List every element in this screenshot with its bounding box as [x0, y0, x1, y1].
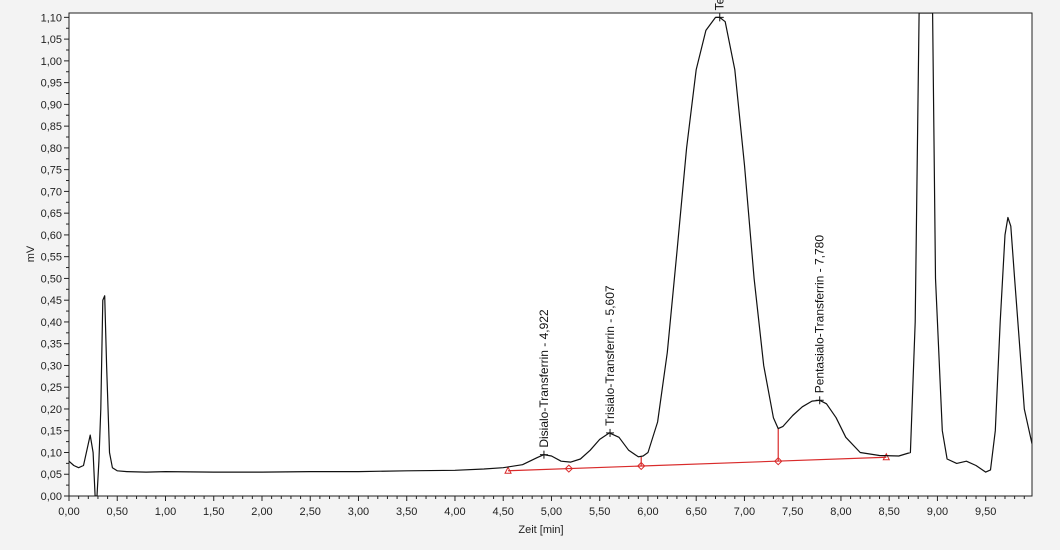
x-tick-label: 0,50: [107, 506, 128, 518]
y-tick-label: 1,05: [41, 34, 62, 46]
peak-label: Trisialo-Transferrin - 5,607: [603, 285, 617, 426]
x-axis-title: Zeit [min]: [518, 524, 563, 536]
y-tick-label: 1,00: [41, 56, 62, 68]
peak-label: Disialo-Transferrin - 4,922: [537, 309, 551, 448]
y-tick-label: 0,75: [41, 165, 62, 177]
x-tick-label: 7,50: [782, 506, 803, 518]
plot-area: [68, 12, 1033, 497]
y-tick-label: 0,95: [41, 78, 62, 90]
x-tick-label: 1,50: [203, 506, 224, 518]
baseline-marker-diamond: [774, 456, 783, 466]
x-tick-label: 9,00: [927, 506, 948, 518]
y-tick-label: 1,10: [41, 12, 62, 24]
x-tick-label: 3,00: [348, 506, 369, 518]
x-tick-label: 8,00: [830, 506, 851, 518]
plot-content: Disialo-Transferrin - 4,922 Trisialo-Tran…: [69, 0, 1032, 496]
baseline-marker-triangle: [504, 466, 512, 474]
plot-clip-group: [69, 13, 1032, 496]
y-tick-label: 0,55: [41, 252, 62, 264]
signal-trace: [69, 13, 1032, 496]
x-tick-label: 7,00: [734, 506, 755, 518]
y-tick-label: 0,40: [41, 317, 62, 329]
y-tick-label: 0,45: [41, 295, 62, 307]
baseline-marker-diamond: [636, 461, 646, 471]
y-tick-label: 0,70: [41, 186, 62, 198]
y-tick-label: 0,25: [41, 382, 62, 394]
y-tick-label: 0,10: [41, 447, 62, 459]
x-tick-label: 2,50: [300, 506, 321, 518]
integration-baseline: [508, 456, 887, 472]
y-tick-label: 0,90: [41, 99, 62, 111]
y-tick-label: 0,05: [41, 469, 62, 481]
x-tick-label: 2,00: [251, 506, 272, 518]
x-tick-label: 1,00: [155, 506, 176, 518]
x-axis: 0,00 0,50 1,00 1,50 2,00 2,50 3,00 3,50 4,00 4,50…: [58, 496, 1025, 518]
baseline-marker-triangle: [882, 452, 891, 461]
x-tick-label: 5,50: [589, 506, 610, 518]
y-axis: 0,00 0,05 0,10 0,15 0,20 0,25 0,30 0,35 0,40 0,45…: [41, 12, 69, 503]
y-tick-label: 0,00: [41, 491, 62, 503]
baseline-marker-diamond: [564, 464, 574, 473]
x-tick-label: 6,00: [637, 506, 658, 518]
y-tick-label: 0,65: [41, 208, 62, 220]
y-axis-title: mV: [25, 245, 37, 262]
y-tick-label: 0,80: [41, 143, 62, 155]
peak-label: Tetrasialo-Transferrin - 6,744: [713, 0, 727, 10]
y-tick-label: 0,20: [41, 404, 62, 416]
y-tick-label: 0,50: [41, 273, 62, 285]
x-tick-label: 5,00: [541, 506, 562, 518]
x-tick-label: 4,00: [444, 506, 465, 518]
y-tick-label: 0,15: [41, 426, 62, 438]
x-tick-label: 4,50: [493, 506, 514, 518]
y-tick-label: 0,60: [41, 230, 62, 242]
x-tick-label: 0,00: [58, 506, 79, 518]
y-tick-label: 0,85: [41, 121, 62, 133]
y-tick-label: 0,30: [41, 360, 62, 372]
y-tick-label: 0,35: [41, 339, 62, 351]
x-tick-label: 6,50: [685, 506, 706, 518]
x-tick-label: 8,50: [878, 506, 899, 518]
x-tick-label: 9,50: [975, 506, 996, 518]
peak-label: Pentasialo-Transferrin - 7,780: [813, 235, 827, 394]
x-tick-label: 3,50: [396, 506, 417, 518]
